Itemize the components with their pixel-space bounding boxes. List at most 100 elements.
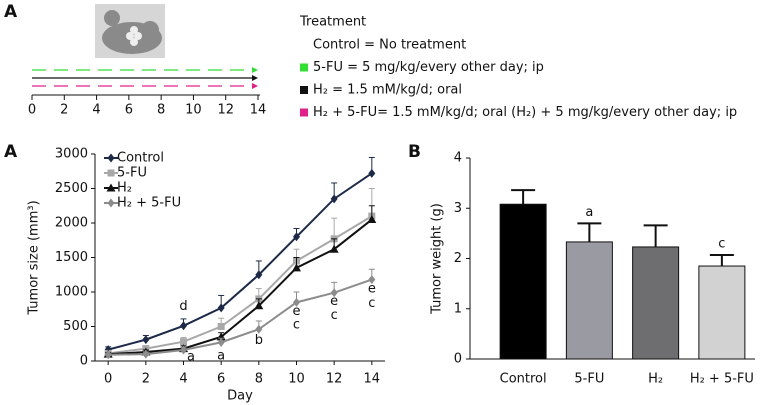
legend-label: Control — [117, 151, 164, 166]
arrow-head — [252, 67, 258, 73]
bar — [565, 241, 613, 360]
annotation: a — [217, 349, 225, 364]
significance-letter: c — [718, 236, 725, 251]
timeline-label: 8 — [157, 103, 165, 118]
timeline-label: 10 — [185, 103, 202, 118]
marker — [291, 263, 301, 272]
y-tick-label: 3 — [454, 201, 462, 216]
marker — [107, 169, 115, 177]
legend-text: H₂ = 1.5 mM/kg/d; oral — [313, 83, 462, 98]
legend-text: 5-FU = 5 mg/kg/every other day; ip — [313, 60, 544, 75]
y-axis-label: Tumor weight (g) — [430, 203, 445, 315]
y-tick-label: 4 — [454, 151, 462, 166]
significance-letter: a — [585, 205, 593, 220]
x-tick-label: 5-FU — [574, 372, 604, 387]
annotation: a — [187, 349, 195, 364]
panel-label: B — [408, 142, 421, 162]
marker — [106, 183, 116, 192]
annotation: d — [179, 299, 187, 314]
bar — [698, 265, 746, 360]
series-line — [108, 218, 373, 356]
legend-swatch — [300, 108, 308, 117]
legend-label: H₂ + 5-FU — [117, 196, 181, 211]
timeline-label: 14 — [250, 103, 267, 118]
marker — [142, 335, 150, 345]
legend-swatch — [300, 86, 308, 94]
y-tick-label: 0 — [80, 354, 88, 369]
bar — [499, 203, 547, 360]
timeline-label: 0 — [28, 103, 36, 118]
x-tick-label: 12 — [326, 372, 343, 387]
marker — [217, 303, 225, 313]
marker — [104, 350, 112, 360]
legend-title: Treatment — [299, 15, 366, 30]
y-tick-label: 3000 — [55, 147, 88, 162]
marker — [255, 324, 263, 334]
x-tick-label: 0 — [104, 372, 112, 387]
timeline-label: 4 — [92, 103, 100, 118]
marker — [217, 323, 225, 330]
legend-swatch — [300, 63, 308, 72]
annotation: c — [331, 308, 338, 323]
marker — [180, 338, 188, 346]
annotation: e — [368, 282, 376, 297]
series-line — [108, 278, 373, 356]
y-tick-label: 1 — [454, 301, 462, 316]
x-tick-label: 8 — [255, 372, 263, 387]
y-tick-label: 2000 — [55, 216, 88, 231]
annotation: e — [292, 304, 300, 319]
panel-label: A — [4, 142, 18, 162]
mouse-icon — [95, 4, 165, 58]
marker — [330, 288, 338, 298]
annotation: c — [293, 318, 300, 333]
y-tick-label: 1500 — [55, 250, 88, 265]
marker — [367, 215, 377, 224]
marker — [329, 244, 339, 253]
x-tick-label: 4 — [179, 372, 187, 387]
x-tick-label: H₂ — [648, 372, 663, 387]
annotation: b — [255, 333, 263, 348]
legend-text: H₂ + 5-FU= 1.5 mM/kg/d; oral (H₂) + 5 mg… — [313, 105, 737, 120]
marker — [217, 337, 225, 347]
y-tick-label: 2 — [454, 251, 462, 266]
x-axis-label: Day — [227, 389, 253, 404]
panel-label: A — [4, 2, 18, 22]
marker — [292, 232, 300, 242]
marker — [255, 270, 263, 280]
marker — [254, 301, 264, 310]
arrow-head — [252, 83, 258, 89]
timeline-label: 6 — [125, 103, 133, 118]
y-tick-label: 500 — [63, 319, 88, 334]
x-tick-label: 2 — [142, 372, 150, 387]
marker — [330, 194, 338, 204]
arrow-head — [252, 75, 258, 81]
marker — [107, 198, 115, 208]
series-line — [108, 215, 373, 355]
x-tick-label: 14 — [364, 372, 381, 387]
marker — [368, 168, 376, 178]
x-tick-label: H₂ + 5-FU — [690, 372, 754, 387]
x-tick-label: Control — [500, 372, 547, 387]
legend-label: H₂ — [117, 181, 132, 196]
annotation: c — [368, 296, 375, 311]
marker — [142, 349, 150, 359]
x-tick-label: 10 — [288, 372, 305, 387]
x-tick-label: 6 — [217, 372, 225, 387]
y-tick-label: 0 — [454, 352, 462, 367]
marker — [368, 275, 376, 285]
series-line — [107, 172, 373, 351]
timeline-label: 2 — [60, 103, 68, 118]
y-tick-label: 1000 — [55, 285, 88, 300]
y-axis-label: Tumor size (mm³) — [27, 200, 42, 315]
legend-text: Control = No treatment — [313, 38, 466, 53]
marker — [180, 345, 188, 355]
marker — [107, 153, 115, 163]
timeline-label: 12 — [217, 103, 234, 118]
legend-label: 5-FU — [117, 166, 147, 181]
bar — [632, 246, 680, 360]
y-tick-label: 2500 — [55, 181, 88, 196]
marker — [180, 321, 188, 331]
annotation: e — [330, 294, 338, 309]
marker — [292, 297, 300, 307]
